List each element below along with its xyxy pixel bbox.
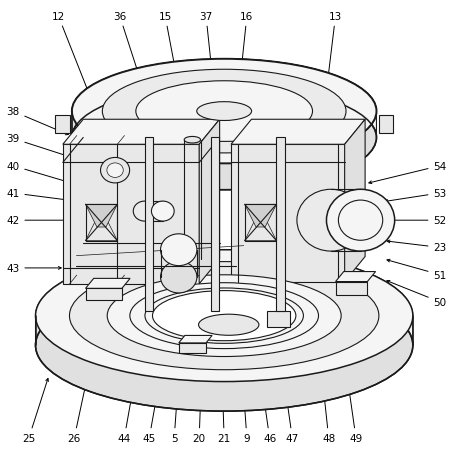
Polygon shape bbox=[224, 60, 377, 138]
Ellipse shape bbox=[184, 137, 201, 144]
Text: 42: 42 bbox=[6, 216, 70, 226]
Ellipse shape bbox=[36, 250, 413, 382]
Ellipse shape bbox=[160, 262, 197, 293]
Text: 52: 52 bbox=[387, 216, 447, 226]
Polygon shape bbox=[85, 289, 122, 300]
Text: 13: 13 bbox=[326, 11, 342, 87]
Polygon shape bbox=[63, 120, 219, 145]
Ellipse shape bbox=[297, 190, 365, 252]
Ellipse shape bbox=[199, 314, 259, 335]
Text: 20: 20 bbox=[193, 379, 206, 444]
Polygon shape bbox=[224, 250, 413, 345]
Polygon shape bbox=[335, 272, 376, 282]
Text: 16: 16 bbox=[237, 11, 254, 99]
Polygon shape bbox=[231, 120, 365, 145]
Text: 12: 12 bbox=[52, 11, 91, 99]
Text: 41: 41 bbox=[6, 188, 79, 203]
Text: 44: 44 bbox=[117, 379, 136, 444]
Ellipse shape bbox=[36, 280, 413, 411]
Polygon shape bbox=[179, 343, 206, 353]
Text: 21: 21 bbox=[218, 379, 231, 444]
Ellipse shape bbox=[103, 70, 346, 153]
Text: 37: 37 bbox=[200, 11, 216, 99]
Text: 26: 26 bbox=[67, 379, 88, 444]
Text: 49: 49 bbox=[346, 379, 363, 444]
Polygon shape bbox=[63, 145, 199, 284]
Polygon shape bbox=[145, 138, 153, 311]
Polygon shape bbox=[345, 120, 365, 282]
Polygon shape bbox=[179, 336, 212, 343]
Polygon shape bbox=[85, 205, 117, 228]
Polygon shape bbox=[379, 116, 393, 134]
Polygon shape bbox=[85, 218, 117, 241]
Polygon shape bbox=[245, 205, 276, 228]
Text: 23: 23 bbox=[387, 241, 447, 253]
Ellipse shape bbox=[152, 291, 296, 341]
Ellipse shape bbox=[107, 275, 341, 357]
Text: 9: 9 bbox=[242, 379, 250, 444]
Polygon shape bbox=[55, 116, 70, 134]
Ellipse shape bbox=[69, 262, 379, 370]
Polygon shape bbox=[267, 311, 290, 327]
Text: 25: 25 bbox=[22, 379, 49, 444]
Text: 39: 39 bbox=[6, 134, 79, 161]
Ellipse shape bbox=[327, 190, 395, 252]
Polygon shape bbox=[85, 279, 130, 289]
Polygon shape bbox=[36, 250, 224, 345]
Text: 45: 45 bbox=[143, 379, 161, 444]
Text: 51: 51 bbox=[387, 260, 447, 280]
Ellipse shape bbox=[72, 60, 377, 164]
Ellipse shape bbox=[133, 202, 156, 222]
Ellipse shape bbox=[101, 158, 130, 183]
Text: 53: 53 bbox=[385, 188, 447, 203]
Ellipse shape bbox=[152, 202, 174, 222]
Text: 40: 40 bbox=[6, 161, 71, 184]
Polygon shape bbox=[231, 145, 345, 282]
Text: 50: 50 bbox=[387, 281, 447, 307]
Text: 48: 48 bbox=[321, 379, 335, 444]
Text: 15: 15 bbox=[158, 11, 181, 97]
Polygon shape bbox=[199, 120, 219, 284]
Text: 38: 38 bbox=[6, 107, 68, 136]
Polygon shape bbox=[211, 138, 219, 311]
Text: 5: 5 bbox=[171, 379, 180, 444]
Ellipse shape bbox=[136, 81, 312, 142]
Text: 54: 54 bbox=[369, 161, 447, 184]
Ellipse shape bbox=[197, 102, 252, 121]
Polygon shape bbox=[276, 138, 285, 311]
Text: 46: 46 bbox=[260, 379, 276, 444]
Text: 43: 43 bbox=[6, 263, 61, 273]
Polygon shape bbox=[335, 282, 367, 296]
Polygon shape bbox=[72, 60, 224, 138]
Text: 36: 36 bbox=[113, 11, 146, 97]
Ellipse shape bbox=[160, 234, 197, 266]
Ellipse shape bbox=[107, 163, 123, 178]
Ellipse shape bbox=[72, 86, 377, 190]
Polygon shape bbox=[245, 218, 276, 241]
Text: 47: 47 bbox=[283, 379, 299, 444]
